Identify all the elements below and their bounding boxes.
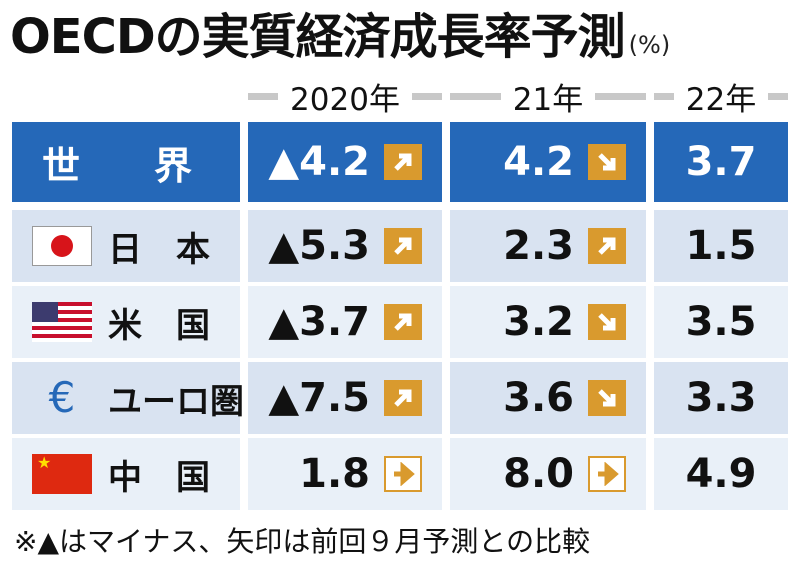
- value-text: ▲5.3: [268, 223, 370, 269]
- value-2022-eurozone: 3.3: [654, 362, 788, 434]
- value-text: 2.3: [503, 223, 574, 269]
- value-2022-usa: 3.5: [654, 286, 788, 358]
- value-2020-eurozone: ▲7.5: [248, 362, 442, 434]
- title-text: OECDの実質経済成長率予測: [10, 9, 626, 65]
- china-flag-icon: ★: [32, 454, 92, 494]
- unit-label: (%): [628, 31, 671, 59]
- value-text: 3.7: [685, 139, 757, 185]
- arrow-up-icon: [384, 380, 422, 416]
- arrow-right-icon: [384, 456, 422, 492]
- year-label: 22年: [685, 81, 757, 118]
- value-text: ▲7.5: [268, 375, 370, 421]
- value-text: 4.9: [685, 451, 757, 497]
- value-2021-china: 8.0: [450, 438, 646, 510]
- value-text: 4.2: [503, 139, 574, 185]
- value-2021-japan: 2.3: [450, 210, 646, 282]
- value-2020-china: 1.8: [248, 438, 442, 510]
- value-2022-japan: 1.5: [654, 210, 788, 282]
- arrow-down-icon: [588, 144, 626, 180]
- japan-flag-icon: [32, 226, 92, 266]
- year-header-2022: 22年: [654, 74, 789, 118]
- footnote: ※▲はマイナス、矢印は前回９月予測との比較: [14, 525, 591, 558]
- row-name-eurozone: € ユーロ圏: [12, 362, 244, 434]
- us-flag-icon: [32, 302, 92, 342]
- value-2022-world: 3.7: [654, 122, 788, 202]
- year-label: 21年: [512, 81, 584, 118]
- row-label: 世 界: [41, 143, 210, 188]
- value-2021-world: 4.2: [450, 122, 646, 202]
- row-label: 米 国: [108, 305, 210, 346]
- divider: [411, 92, 442, 100]
- value-text: 3.3: [685, 375, 757, 421]
- year-header-2020: 2020年: [248, 74, 442, 118]
- arrow-down-icon: [588, 380, 626, 416]
- value-2021-usa: 3.2: [450, 286, 646, 358]
- row-name-usa: 米 国: [12, 286, 240, 358]
- value-text: 3.5: [685, 299, 757, 345]
- value-text: 3.2: [503, 299, 574, 345]
- value-2020-world: ▲4.2: [248, 122, 442, 202]
- value-text: ▲4.2: [268, 139, 370, 185]
- arrow-up-icon: [384, 228, 422, 264]
- divider: [450, 92, 501, 100]
- divider: [248, 92, 279, 100]
- euro-symbol-icon: €: [48, 373, 76, 422]
- value-2020-usa: ▲3.7: [248, 286, 442, 358]
- arrow-up-icon: [588, 228, 626, 264]
- value-2020-japan: ▲5.3: [248, 210, 442, 282]
- arrow-up-icon: [384, 304, 422, 340]
- year-label: 2020年: [290, 81, 400, 118]
- arrow-right-icon: [588, 456, 626, 492]
- value-text: 1.5: [685, 223, 757, 269]
- row-label: 中 国: [108, 457, 210, 498]
- arrow-down-icon: [588, 304, 626, 340]
- value-2021-eurozone: 3.6: [450, 362, 646, 434]
- value-text: ▲3.7: [268, 299, 370, 345]
- row-name-china: ★ 中 国: [12, 438, 240, 510]
- value-text: 1.8: [299, 451, 370, 497]
- row-name-japan: 日 本: [12, 210, 240, 282]
- row-name-world: 世 界: [12, 122, 240, 202]
- value-text: 3.6: [503, 375, 574, 421]
- value-2022-china: 4.9: [654, 438, 788, 510]
- divider: [768, 92, 789, 100]
- row-label: ユーロ圏: [108, 381, 244, 422]
- year-header-2021: 21年: [450, 74, 647, 118]
- chart-title: OECDの実質経済成長率予測 (%): [10, 4, 670, 70]
- divider: [595, 92, 647, 100]
- value-text: 8.0: [503, 451, 574, 497]
- arrow-up-icon: [384, 144, 422, 180]
- row-label: 日 本: [108, 229, 210, 270]
- divider: [654, 92, 674, 100]
